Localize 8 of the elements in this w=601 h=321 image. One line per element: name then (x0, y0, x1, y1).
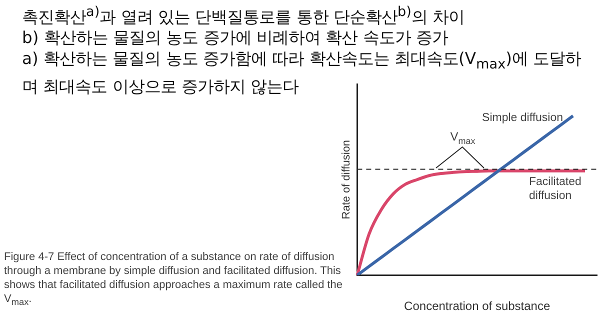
series-label: Facilitated diffusion (529, 176, 582, 202)
y-axis-title: Rate of diffusion (340, 140, 353, 220)
x-axis-title: Concentration of substance (404, 299, 550, 314)
caption: Figure 4-7 Effect of concentration of a substance on rate of diffusion through a membrane by simple diffusion and facilitated diffusion. This shows that facilitated diffusion approaches a maximum rate called the V$_{max}$. (4, 250, 344, 310)
chart-title: 촉진확산$^{a)}$과 열려 있는 단백질통로를 통한 단순확산$^{b)}$의 차이 (22, 3, 466, 28)
text: a) 확산하는 물질의 농도 증가함에 따라 확산속도는 최대속도(V$_{max}$)에 도달하며 최대속도 이상으로 증가하지 않는다 (22, 49, 582, 96)
text: b) 확산하는 물질의 농도 증가에 비례하여 확산 속도가 증가 (22, 27, 450, 48)
series-label: Simple diffusion (482, 112, 564, 124)
